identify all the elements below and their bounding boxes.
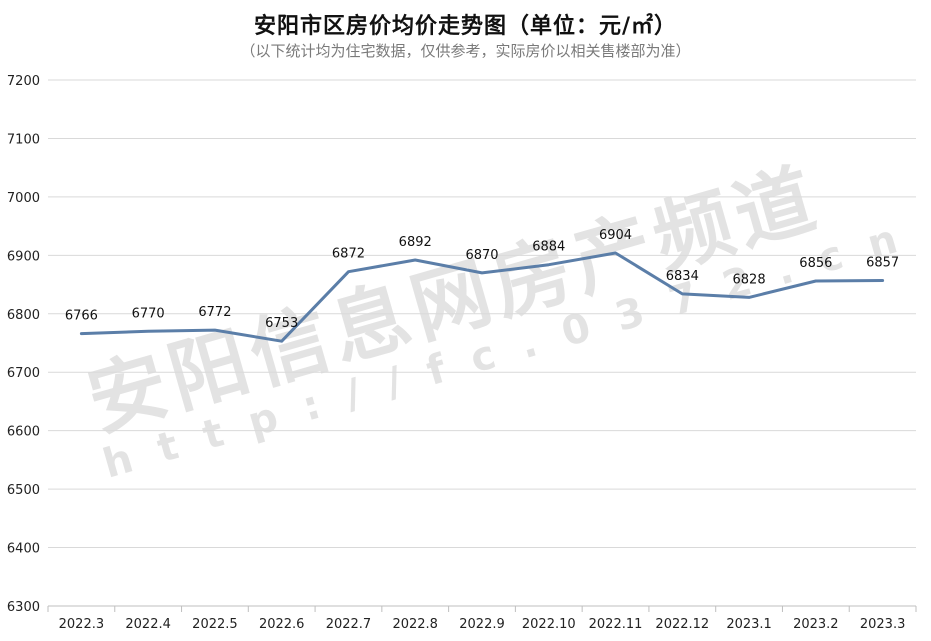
data-label: 6834 [666,269,699,284]
data-label: 6892 [399,235,432,250]
y-tick-label: 7100 [7,132,40,147]
x-tick-label: 2023.2 [793,617,839,632]
data-label: 6904 [599,228,632,243]
data-label: 6884 [532,240,565,255]
y-tick-label: 6600 [7,425,40,440]
data-label: 6766 [65,309,98,324]
x-tick-label: 2022.4 [125,617,171,632]
x-tick-label: 2022.10 [522,617,576,632]
y-tick-label: 7200 [7,74,40,89]
data-label: 6870 [465,248,498,263]
x-tick-label: 2022.11 [589,617,643,632]
data-label: 6857 [866,255,899,270]
y-tick-label: 6300 [7,600,40,615]
x-tick-label: 2022.9 [459,617,505,632]
x-tick-label: 2022.8 [392,617,438,632]
x-tick-label: 2023.1 [726,617,772,632]
watermark: 安阳信息网房产频道 http://fc.0372.cn [78,153,929,487]
x-tick-label: 2022.6 [259,617,305,632]
x-tick-label: 2023.3 [860,617,906,632]
chart-subtitle: （以下统计均为住宅数据，仅供参考，实际房价以相关售楼部为准） [240,42,691,60]
y-axis: 6300 6400 6500 6600 6700 6800 6900 7000 7100 7200 [7,74,40,615]
y-tick-label: 6900 [7,249,40,264]
data-label: 6753 [265,316,298,331]
x-axis: 2022.3 2022.4 2022.5 2022.6 2022.7 2022.8 2022… [47,606,917,632]
data-label: 6856 [799,256,832,271]
x-tick-label: 2022.12 [655,617,709,632]
chart-title: 安阳市区房价均价走势图（单位：元/㎡） [253,14,678,39]
y-tick-label: 6400 [7,542,40,557]
data-label: 6770 [132,306,165,321]
x-tick-label: 2022.5 [192,617,238,632]
y-tick-label: 6500 [7,483,40,498]
data-label: 6772 [198,305,231,320]
y-tick-label: 6700 [7,366,40,381]
data-label: 6872 [332,247,365,262]
y-tick-label: 7000 [7,191,40,206]
x-tick-label: 2022.3 [59,617,105,632]
x-tick-label: 2022.7 [326,617,372,632]
y-tick-label: 6800 [7,308,40,323]
series-line-path [79,251,885,343]
series-line [79,251,885,343]
data-label: 6828 [733,272,766,287]
gridlines [48,79,916,607]
data-labels: 6766 6770 6772 6753 6872 6892 6870 6884 6904 6834… [65,228,899,331]
